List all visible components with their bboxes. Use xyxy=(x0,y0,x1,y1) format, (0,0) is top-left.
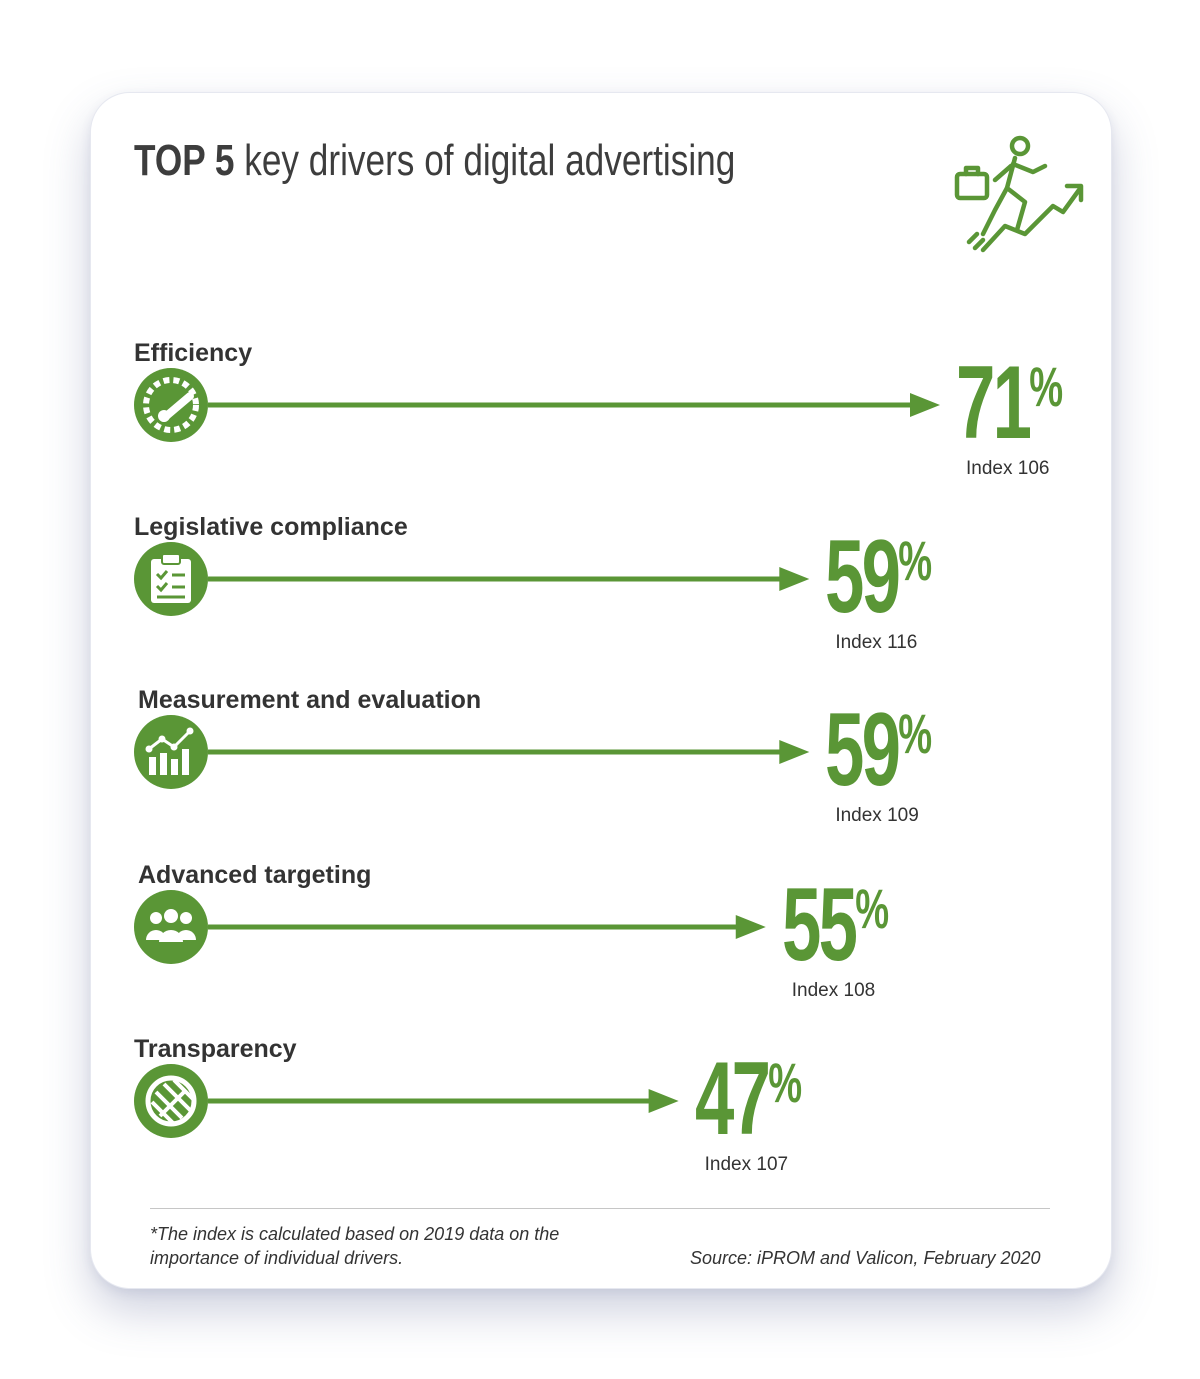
category-label: Advanced targeting xyxy=(138,861,372,889)
category-label: Legislative compliance xyxy=(134,513,408,541)
value-label: 59% xyxy=(825,692,933,808)
footer-divider xyxy=(150,1208,1050,1209)
index-label: Index 108 xyxy=(791,980,876,1001)
category-label: Transparency xyxy=(134,1035,297,1063)
bar-arrowhead xyxy=(779,567,810,591)
category-label: Measurement and evaluation xyxy=(138,686,482,714)
title-prefix: TOP 5 xyxy=(134,136,235,185)
category-label: Efficiency xyxy=(134,339,253,367)
bar-arrowhead xyxy=(779,740,810,764)
value-label: 47% xyxy=(694,1041,802,1157)
bar-arrowhead xyxy=(648,1089,679,1113)
title-rest: key drivers of digital advertising xyxy=(244,136,736,185)
value-label: 55% xyxy=(781,867,889,983)
chart-title: TOP 5 key drivers of digital advertising xyxy=(134,136,735,186)
index-label: Index 109 xyxy=(835,805,919,826)
bar-arrowhead xyxy=(735,915,766,939)
index-label: Index 106 xyxy=(966,458,1050,479)
index-label: Index 107 xyxy=(704,1154,789,1175)
audience-group-icon xyxy=(134,890,208,964)
infographic-card xyxy=(90,92,1112,1289)
index-label: Index 116 xyxy=(835,632,918,653)
speedometer-icon xyxy=(134,368,208,442)
source-credit: Source: iPROM and Valicon, February 2020 xyxy=(690,1248,1041,1268)
value-label: 71% xyxy=(956,345,1064,461)
globe-transparency-icon xyxy=(134,1064,208,1138)
footnote: *The index is calculated based on 2019 d… xyxy=(150,1224,560,1268)
value-label: 59% xyxy=(825,519,933,635)
growth-chart-icon xyxy=(134,715,208,789)
clipboard-checklist-icon xyxy=(134,542,208,616)
bar-arrowhead xyxy=(910,393,940,417)
businessman-climbing-growth-arrow-icon xyxy=(954,135,1084,253)
